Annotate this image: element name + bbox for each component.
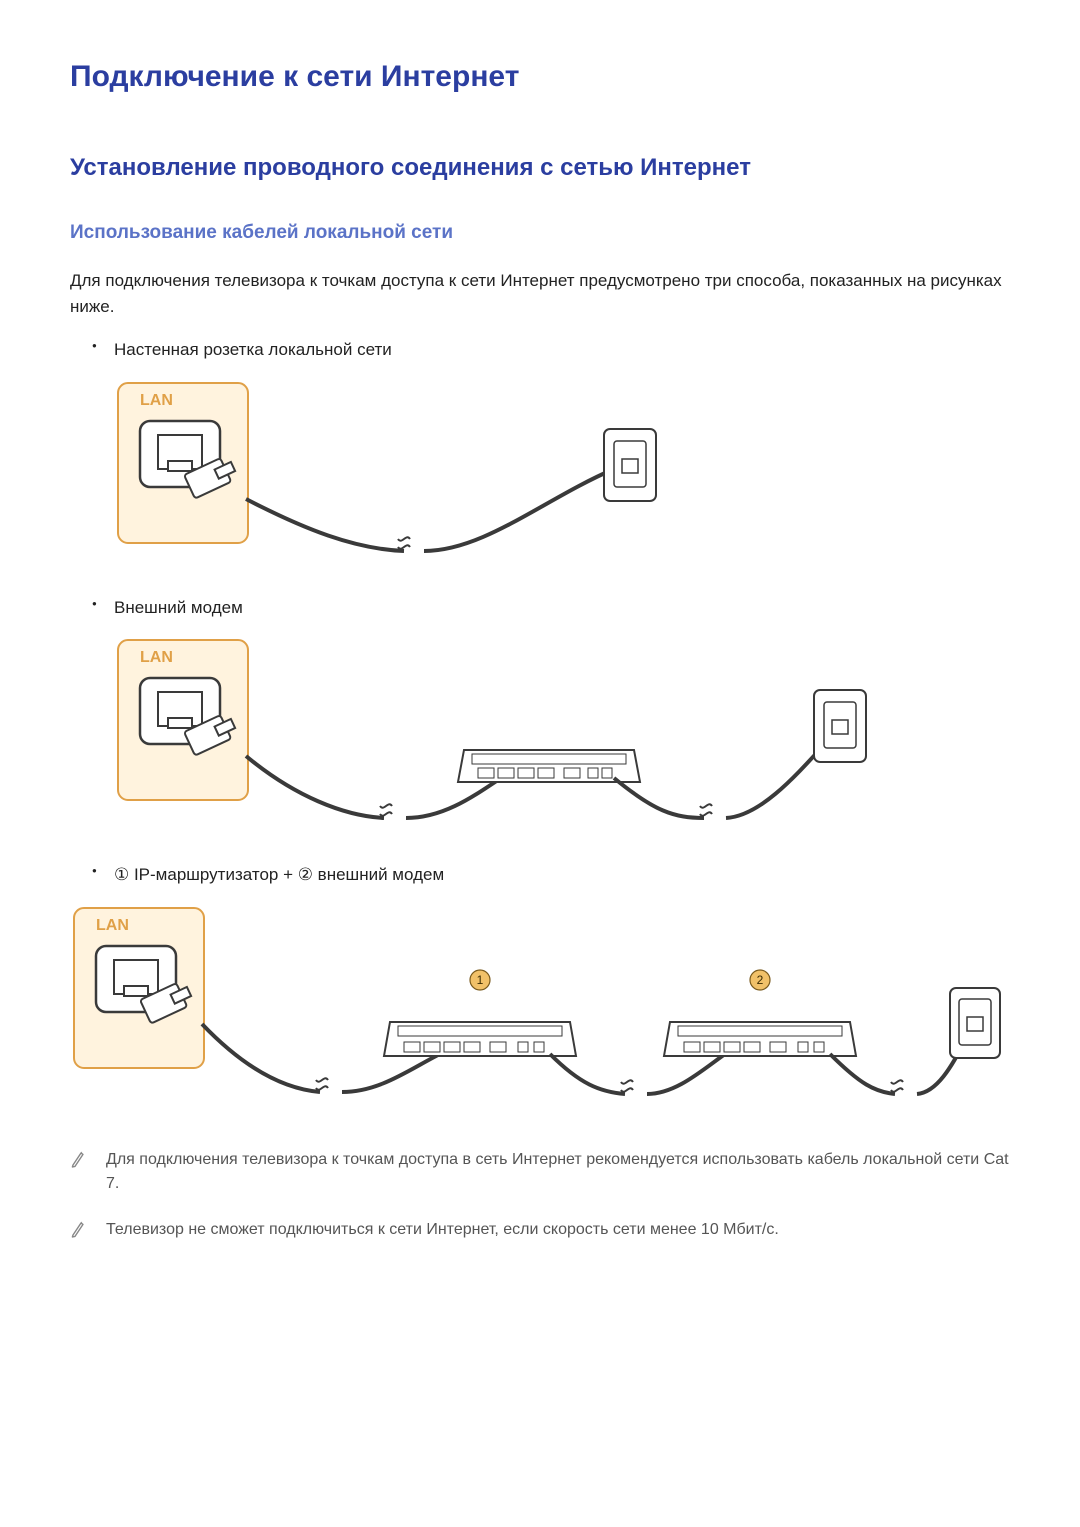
lan-label: LAN [140,392,173,409]
svg-text:LAN: LAN [96,917,129,934]
notes-section: Для подключения телевизора к точкам дост… [70,1148,1010,1243]
note-item: Для подключения телевизора к точкам дост… [70,1148,1010,1196]
intro-paragraph: Для подключения телевизора к точкам дост… [70,268,1010,319]
section-title: Установление проводного соединения с сет… [70,154,1010,182]
diagram-external-modem: LAN [114,636,1010,836]
diagram-wall-socket: LAN [114,379,1010,569]
diagram-router-modem: LAN 1 [70,904,1010,1114]
note-item: Телевизор не сможет подключиться к сети … [70,1218,1010,1243]
badge-1: 1 [477,973,484,987]
pencil-icon [70,1150,86,1173]
note-text: Телевизор не сможет подключиться к сети … [106,1218,779,1242]
method-external-modem: Внешний модем [92,595,1010,621]
method-wall-socket: Настенная розетка локальной сети [92,337,1010,363]
method-router-modem: ① IP-маршрутизатор + ② внешний модем [92,862,1010,888]
badge-2: 2 [757,973,764,987]
page-title: Подключение к сети Интернет [70,60,1010,94]
svg-text:LAN: LAN [140,649,173,666]
note-text: Для подключения телевизора к точкам дост… [106,1148,1010,1196]
pencil-icon [70,1220,86,1243]
subsection-title: Использование кабелей локальной сети [70,222,1010,244]
